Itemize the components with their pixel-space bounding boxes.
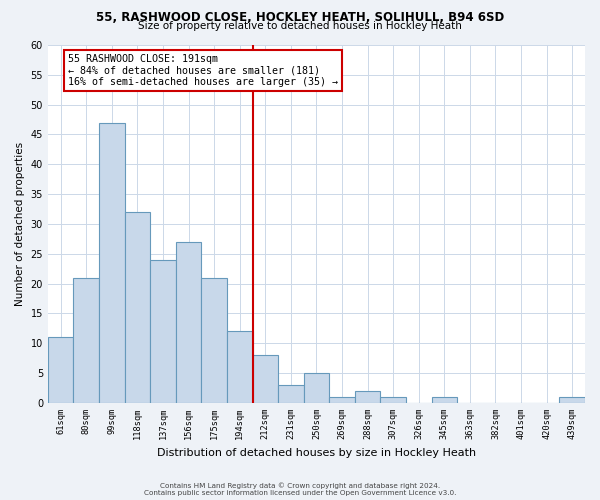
Bar [278,385,304,403]
Bar [227,331,253,403]
Bar [176,242,202,403]
Bar [150,260,176,403]
Y-axis label: Number of detached properties: Number of detached properties [15,142,25,306]
Bar [431,397,457,403]
Bar [253,355,278,403]
Bar [304,373,329,403]
Bar [99,122,125,403]
Text: Size of property relative to detached houses in Hockley Heath: Size of property relative to detached ho… [138,21,462,31]
Bar [355,391,380,403]
Bar [202,278,227,403]
Text: Contains HM Land Registry data © Crown copyright and database right 2024.
Contai: Contains HM Land Registry data © Crown c… [144,482,456,496]
Bar [559,397,585,403]
Bar [73,278,99,403]
X-axis label: Distribution of detached houses by size in Hockley Heath: Distribution of detached houses by size … [157,448,476,458]
Bar [48,337,73,403]
Bar [329,397,355,403]
Bar [125,212,150,403]
Bar [380,397,406,403]
Text: 55, RASHWOOD CLOSE, HOCKLEY HEATH, SOLIHULL, B94 6SD: 55, RASHWOOD CLOSE, HOCKLEY HEATH, SOLIH… [96,11,504,24]
Text: 55 RASHWOOD CLOSE: 191sqm
← 84% of detached houses are smaller (181)
16% of semi: 55 RASHWOOD CLOSE: 191sqm ← 84% of detac… [68,54,338,87]
